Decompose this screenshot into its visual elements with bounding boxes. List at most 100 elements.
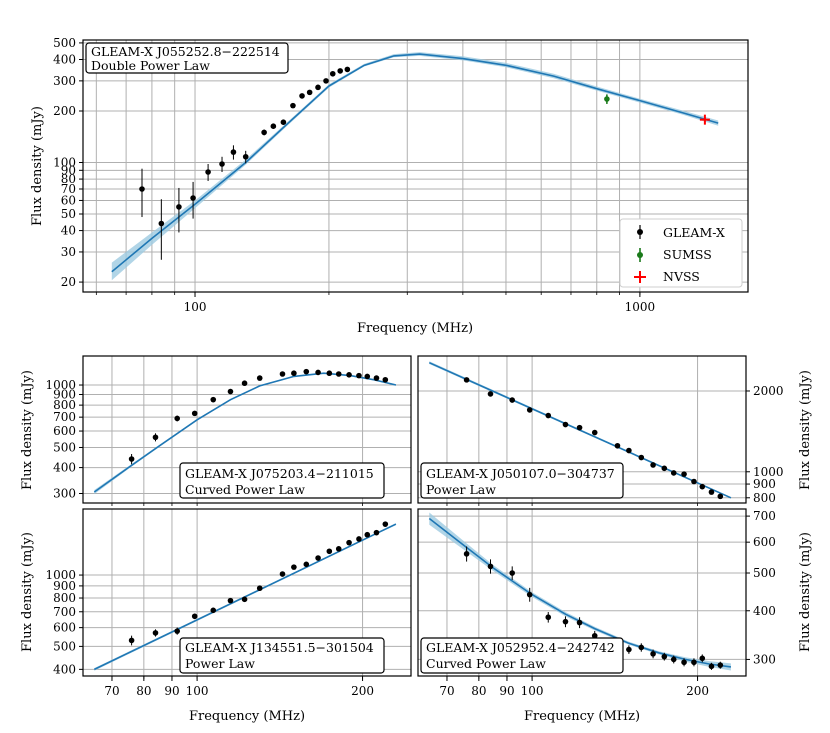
main-point-gleam-x [261,129,267,136]
p1-ytick-label: 1000 [45,378,76,392]
p4-point-gleam-x [708,662,715,670]
p1-point-gleam-x [291,370,297,377]
panel-3-title: GLEAM-X J134551.5−301504 [185,640,374,655]
main-point-gleam-x [139,168,145,218]
main-ytick-label: 500 [53,36,76,50]
main-point-gleam-x [337,68,343,74]
p1-ytick-label: 400 [53,461,76,475]
panel-2-points-layer [463,377,724,500]
panel-1-points-layer [128,368,389,465]
p2-point-gleam-x [661,465,668,472]
p2-ytick-label: 2000 [753,384,784,398]
p3-ytick-label: 800 [53,591,76,605]
p1-point-gleam-x [346,372,352,378]
p3-point-gleam-x [326,548,333,555]
p4-point-gleam-x [717,661,724,669]
p3-ytick-label: 400 [53,662,76,676]
p4-xtick-label: 90 [499,684,514,698]
main-title-box: GLEAM-X J055252.8−222514 Double Power La… [85,42,289,74]
p1-point-gleam-x [373,375,380,381]
p2-point-gleam-x [487,391,494,397]
p4-ytick-label: 700 [753,509,776,523]
p4-point-gleam-x [681,658,687,667]
p3-ytick-label: 500 [53,639,76,653]
p1-point-gleam-x [210,396,217,403]
p2-point-gleam-x [650,462,656,468]
main-point-gleam-x [158,199,165,260]
p3-point-gleam-x [210,607,217,614]
p4-point-gleam-x [526,587,533,602]
p1-point-gleam-x [364,373,371,380]
panel-2-subtitle: Power Law [426,482,496,497]
main-point-gleam-x [219,156,225,172]
p3-point-gleam-x [152,629,159,637]
main-ytick-label: 200 [53,104,76,118]
p2-point-gleam-x [699,483,706,490]
p3-ytick-label: 900 [53,579,76,593]
panel-2-frame [417,355,747,504]
main-ytick-label: 60 [61,193,76,207]
legend-sumss-label: SUMSS [663,247,712,262]
p1-point-gleam-x [256,375,263,381]
legend: GLEAM-X SUMSS NVSS [619,218,743,288]
p1-ytick-label: 500 [53,440,76,454]
main-fit-line [111,53,719,273]
p2-point-gleam-x [576,424,583,431]
panel-1-subtitle: Curved Power Law [185,482,305,497]
p3-ytick-label: 600 [53,621,76,635]
p4-point-gleam-x [562,616,569,628]
panel-3-ylabel: Flux density (mJy) [20,532,35,652]
p4-ytick-label: 600 [753,535,776,549]
p1-point-gleam-x [356,372,362,379]
main-point-nvss [699,114,710,125]
panel-4-xlabel: Frequency (MHz) [524,709,640,724]
main-point-gleam-x [190,181,196,219]
main-point-gleam-x [344,66,351,73]
panel-2-title: GLEAM-X J050107.0−304737 [426,466,615,481]
main-subtitle: Double Power Law [91,58,210,73]
p4-point-gleam-x [545,612,552,623]
p4-xtick-label: 200 [686,684,709,698]
p4-point-gleam-x [463,546,470,562]
main-point-gleam-x [299,93,305,99]
panel-3-title-frame [179,637,385,674]
p4-point-gleam-x [638,643,645,652]
main-point-gleam-x [230,145,237,160]
p4-xtick-label: 70 [439,684,454,698]
main-ytick-label: 400 [53,52,76,66]
p3-xtick-label: 100 [186,684,209,698]
panel-2-ylabel: Flux density (mJy) [798,370,813,490]
p1-point-gleam-x [191,410,198,417]
p2-point-gleam-x [717,493,724,500]
main-point-gleam-x [315,84,321,91]
main-xlabel: Frequency (MHz) [357,321,473,336]
p2-ytick-label: 900 [753,477,776,491]
panel-2-title-frame [420,462,624,499]
p3-point-gleam-x [256,585,263,592]
p1-point-gleam-x [315,369,321,376]
p2-ytick-label: 1000 [753,465,784,479]
main-xtick-label: 1000 [625,300,656,314]
main-point-gleam-x [290,102,296,109]
legend-nvss-marker [634,271,646,283]
legend-frame [619,218,743,288]
main-ytick-label: 300 [53,74,76,88]
p1-point-gleam-x [128,454,135,465]
main-ytick-label: 100 [53,155,76,169]
p3-ytick-label: 700 [53,605,76,619]
p4-point-gleam-x [699,654,706,663]
p3-point-gleam-x [373,529,380,536]
p1-point-gleam-x [152,433,159,442]
legend-gleam-marker [637,225,643,239]
p1-point-gleam-x [279,371,286,377]
main-point-gleam-x [329,70,336,77]
main-point-gleam-x [270,123,277,129]
panel-4-ticks: 70 80 90 100 200 300 400 500 600 700 [439,509,776,698]
p4-point-gleam-x [509,566,516,580]
